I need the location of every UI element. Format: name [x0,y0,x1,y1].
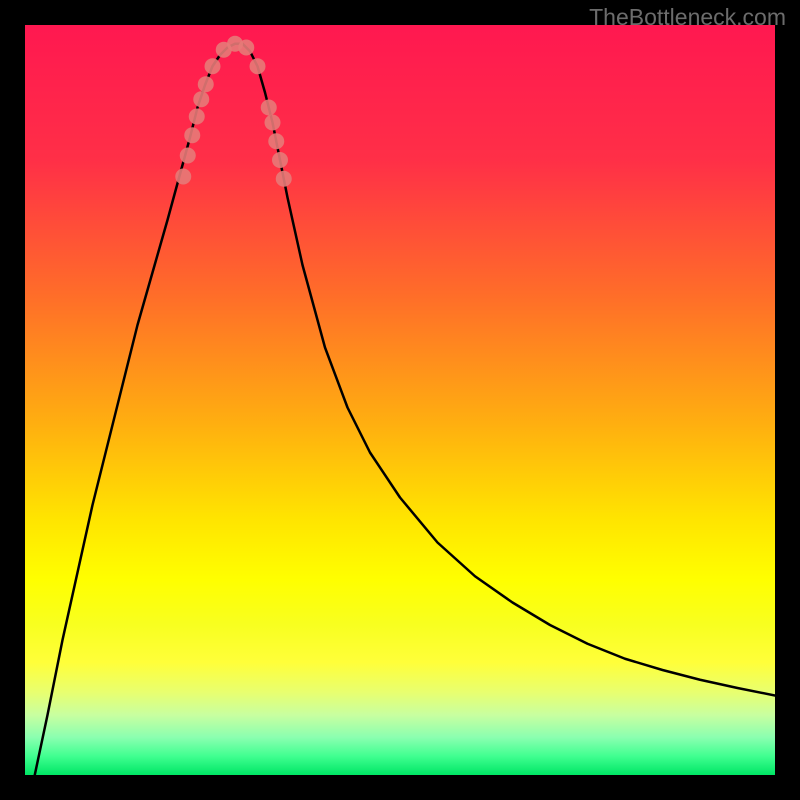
data-marker [238,40,254,56]
data-marker [189,109,205,125]
data-marker [198,76,214,92]
data-marker [268,133,284,149]
watermark-text: TheBottleneck.com [589,4,786,31]
data-marker [250,58,266,74]
data-marker [175,169,191,185]
data-marker [261,100,277,116]
data-marker [265,115,281,131]
data-marker [205,58,221,74]
data-marker [193,91,209,107]
marker-group [175,36,292,187]
data-marker [180,148,196,164]
curve-overlay [25,25,775,775]
data-marker [184,127,200,143]
plot-area [25,25,775,775]
data-marker [272,152,288,168]
data-marker [276,171,292,187]
bottleneck-curve [35,44,775,775]
